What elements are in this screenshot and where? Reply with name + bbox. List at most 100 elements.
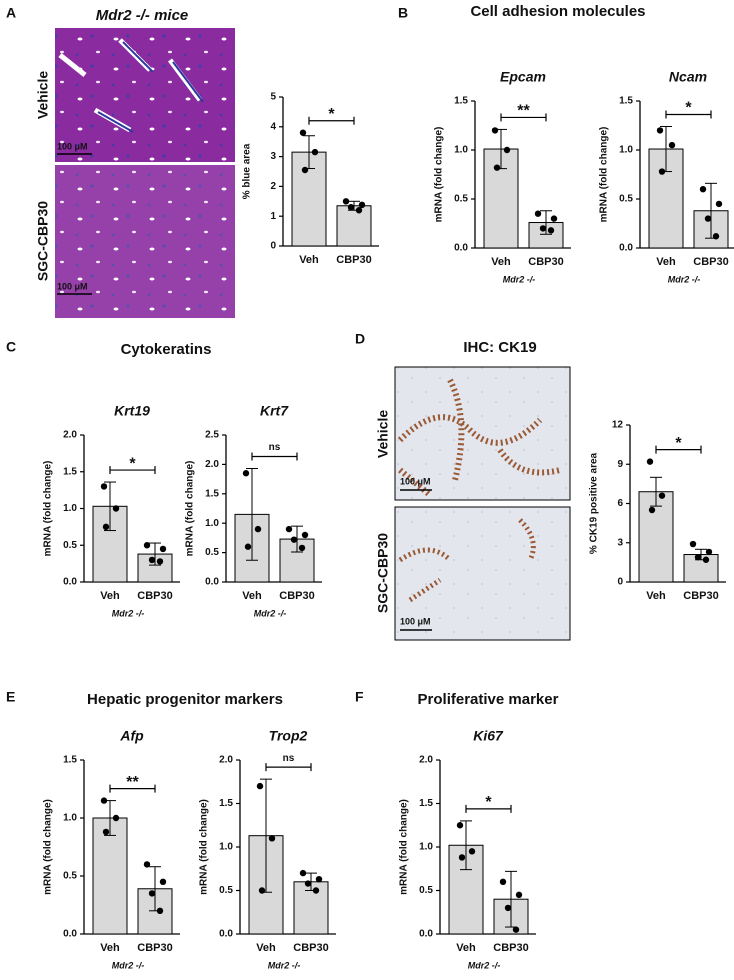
data-point: [102, 828, 110, 836]
y-tick-label: 0.5: [205, 547, 219, 558]
data-point: [504, 904, 512, 912]
chart-title: Ncam: [669, 69, 707, 85]
panel-letter: D: [355, 331, 365, 347]
scale-label: 100 μM: [57, 281, 88, 291]
scale-label: 100 μM: [400, 476, 431, 486]
data-point: [301, 166, 309, 174]
data-point: [301, 531, 309, 539]
data-point: [491, 127, 499, 134]
data-point: [156, 558, 164, 565]
data-point: [694, 553, 702, 561]
y-tick-label: 3: [270, 151, 276, 162]
chart-title: Trop2: [269, 728, 308, 744]
significance: *: [328, 106, 335, 123]
panel-title: Hepatic progenitor markers: [87, 691, 283, 708]
y-axis-label: mRNA (fold change): [43, 461, 54, 557]
data-point: [648, 506, 656, 514]
chart-title: Ki67: [473, 728, 504, 744]
panel-letter: E: [6, 689, 15, 705]
x-tick-label: Veh: [242, 590, 262, 602]
significance: *: [485, 794, 492, 811]
x-tick-label: Veh: [256, 942, 276, 954]
significance: *: [675, 435, 682, 452]
ihc-image: [394, 366, 571, 501]
y-tick-label: 12: [612, 420, 624, 431]
data-point: [534, 210, 542, 217]
y-tick-label: 1: [270, 211, 276, 222]
y-tick-label: 0.0: [454, 243, 468, 254]
data-point: [458, 854, 466, 861]
bar: [137, 888, 173, 935]
data-point: [499, 878, 507, 885]
data-point: [689, 540, 697, 548]
x-axis-label: Mdr2 -/-: [112, 960, 145, 970]
x-tick-label: Veh: [646, 590, 666, 602]
data-point: [468, 848, 476, 855]
bar: [92, 505, 128, 583]
y-axis-label: mRNA (fold change): [399, 799, 410, 895]
image-label: Vehicle: [35, 71, 51, 119]
data-point: [347, 204, 355, 211]
y-tick-label: 4: [270, 121, 276, 132]
y-tick-label: 6: [617, 498, 623, 509]
data-point: [290, 536, 298, 543]
panel-letter: B: [398, 5, 408, 21]
y-tick-label: 1.5: [63, 755, 77, 766]
data-point: [668, 141, 676, 149]
y-tick-label: 9: [617, 459, 623, 470]
ihc-image: [394, 506, 571, 641]
data-point: [143, 861, 151, 868]
y-axis-label: % CK19 positive area: [589, 452, 600, 554]
data-point: [102, 523, 110, 531]
data-point: [503, 146, 511, 154]
y-tick-label: 2.0: [205, 459, 219, 470]
y-axis-label: mRNA (fold change): [599, 127, 610, 223]
data-point: [285, 525, 293, 533]
data-point: [112, 814, 120, 822]
panel-title: Mdr2 -/- mice: [96, 7, 189, 24]
panel-letter: F: [355, 689, 364, 705]
data-point: [493, 164, 501, 171]
significance: **: [126, 774, 139, 791]
image-label: SGC-CBP30: [35, 201, 51, 281]
x-axis-label: Mdr2 -/-: [112, 608, 145, 618]
y-tick-label: 0.5: [219, 885, 233, 896]
y-axis-label: mRNA (fold change): [43, 799, 54, 895]
y-axis-label: mRNA (fold change): [199, 799, 210, 895]
y-tick-label: 1.0: [219, 842, 233, 853]
data-point: [258, 887, 266, 894]
chart-title: Epcam: [500, 69, 546, 85]
data-point: [550, 215, 558, 222]
scale-label: 100 μM: [400, 616, 431, 626]
data-point: [515, 891, 523, 899]
x-tick-label: CBP30: [493, 942, 528, 954]
fibrosis: [97, 41, 204, 133]
y-axis-label: mRNA (fold change): [434, 127, 445, 223]
y-tick-label: 0.5: [419, 885, 433, 896]
y-tick-label: 1.0: [419, 842, 433, 853]
panel-letter: A: [6, 5, 16, 21]
data-point: [715, 200, 723, 208]
bar: [336, 205, 372, 247]
y-tick-label: 2.0: [219, 755, 233, 766]
data-point: [539, 225, 547, 232]
x-tick-label: Veh: [491, 256, 511, 268]
y-tick-label: 0.0: [419, 929, 433, 940]
significance: ns: [283, 753, 295, 764]
x-tick-label: Veh: [100, 590, 120, 602]
data-point: [254, 525, 262, 533]
y-tick-label: 0.5: [63, 871, 77, 882]
data-point: [298, 544, 306, 552]
panel-title: Cell adhesion molecules: [470, 3, 645, 20]
data-point: [699, 186, 707, 193]
y-tick-label: 0.5: [63, 540, 77, 551]
chart-title: Afp: [119, 728, 144, 744]
chart-title: Krt19: [114, 403, 150, 419]
panel-title: Cytokeratins: [121, 341, 212, 358]
data-point: [256, 782, 264, 790]
y-tick-label: 0.5: [619, 194, 633, 205]
data-point: [244, 543, 252, 550]
data-point: [100, 797, 108, 804]
data-point: [646, 458, 654, 465]
x-tick-label: CBP30: [693, 256, 728, 268]
